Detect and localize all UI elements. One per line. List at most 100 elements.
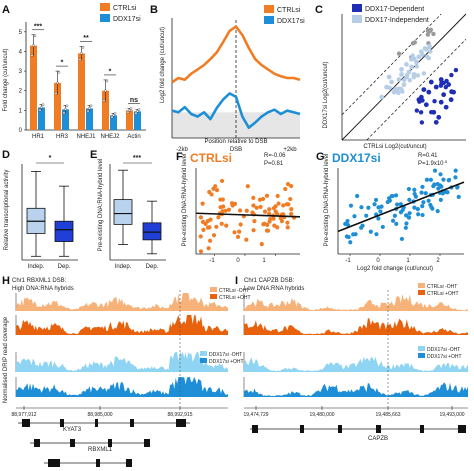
data-point	[429, 205, 434, 210]
data-point	[276, 201, 281, 206]
data-point	[40, 106, 43, 109]
panel-b-xtick: DSB	[230, 147, 242, 153]
data-point	[438, 77, 444, 82]
gene-label-rbxml1: RBXML1	[88, 447, 113, 453]
data-point	[288, 196, 293, 202]
coord-label: 88,992,915	[167, 412, 192, 418]
exon	[420, 425, 424, 433]
series-line	[171, 92, 301, 129]
data-point	[229, 201, 235, 206]
data-point	[396, 77, 402, 82]
exon	[376, 425, 381, 433]
legend-swatch-ctrlsi-plus-oht	[210, 294, 217, 299]
data-point	[232, 230, 237, 235]
coverage-track	[16, 293, 228, 311]
data-point	[86, 109, 90, 113]
legend-label-ddx17si: DDX17si	[113, 16, 141, 23]
data-point	[404, 72, 410, 78]
data-point	[421, 87, 427, 92]
data-point	[348, 240, 353, 245]
significance-label: *	[109, 68, 112, 75]
panel-c-ylabel: DDX17si Log2(cut/uncut)	[323, 61, 329, 128]
panel-label-c: C	[315, 4, 323, 16]
data-point	[214, 187, 220, 193]
data-point	[435, 209, 440, 214]
legend-swatch-ctrlsi	[100, 3, 110, 11]
data-point	[414, 108, 420, 113]
gene-label-kyat3: KYAT3	[63, 427, 82, 433]
identity-line	[341, 13, 467, 141]
data-point	[449, 72, 454, 78]
panel-label-b: B	[150, 4, 158, 16]
data-point	[399, 72, 404, 77]
data-point	[285, 225, 290, 230]
exon	[300, 425, 304, 433]
panel-g-xtick: -1	[345, 258, 351, 264]
panel-g-title: DDX17si	[332, 151, 381, 165]
data-point	[379, 94, 385, 100]
data-point	[389, 194, 394, 199]
data-point	[364, 213, 369, 218]
data-point	[426, 198, 431, 203]
data-point	[251, 203, 256, 208]
data-point	[407, 211, 412, 216]
data-point	[406, 186, 411, 192]
data-point	[418, 110, 424, 115]
panel-h-legend-bottom: DDX17si -OHT DDX17si +OHT	[200, 351, 244, 365]
data-point	[344, 234, 349, 239]
data-point	[88, 107, 91, 110]
data-point	[445, 190, 450, 195]
data-point	[352, 214, 357, 219]
legend-swatch-ddx17si-plus-oht	[200, 358, 207, 363]
gene-label-capzb: CAPZB	[368, 436, 388, 442]
x-tick-label: NHEJ1	[76, 134, 96, 140]
data-point	[268, 216, 273, 222]
panel-b-chart	[171, 18, 301, 139]
data-point	[431, 183, 436, 189]
data-point	[373, 197, 379, 203]
panel-b-legend: CTRLsi DDX17si	[264, 5, 305, 25]
data-point	[211, 233, 217, 238]
exon	[70, 439, 75, 447]
data-point	[275, 225, 280, 230]
data-point	[417, 99, 422, 104]
data-point	[380, 224, 385, 230]
data-point	[257, 197, 263, 202]
data-point	[419, 190, 424, 195]
data-point	[438, 172, 443, 177]
data-point	[110, 115, 114, 119]
data-point	[105, 79, 109, 83]
panel-g-stat-p-exp: -5	[444, 159, 448, 164]
data-point	[353, 232, 358, 237]
data-point	[423, 191, 428, 196]
data-point	[54, 92, 58, 95]
data-point	[237, 208, 243, 213]
data-point	[355, 193, 360, 199]
legend-label: CTRLsi +OHT	[427, 291, 459, 297]
legend-swatch-ctrlsi-plus-oht	[418, 290, 425, 295]
data-point	[412, 187, 417, 193]
data-point	[238, 222, 243, 227]
data-point	[252, 219, 257, 224]
data-point	[203, 221, 208, 226]
data-point	[206, 246, 211, 251]
bar	[30, 45, 37, 130]
data-point	[427, 43, 432, 49]
data-point	[201, 227, 206, 232]
data-point	[433, 84, 439, 90]
data-point	[396, 51, 402, 56]
legend-swatch-ddx17si-minus-oht	[200, 351, 207, 356]
exon	[176, 419, 186, 427]
panel-label-g: G	[316, 151, 325, 163]
data-point	[219, 178, 225, 184]
data-point	[220, 197, 225, 202]
threshold-line	[366, 38, 467, 141]
panel-label-h: H	[2, 275, 10, 287]
coverage-track	[244, 382, 468, 397]
data-point	[244, 237, 249, 242]
data-point	[137, 108, 141, 111]
data-point	[432, 168, 438, 173]
data-point	[448, 97, 454, 103]
coord-label: 88,977,912	[11, 412, 36, 418]
box	[113, 199, 133, 225]
